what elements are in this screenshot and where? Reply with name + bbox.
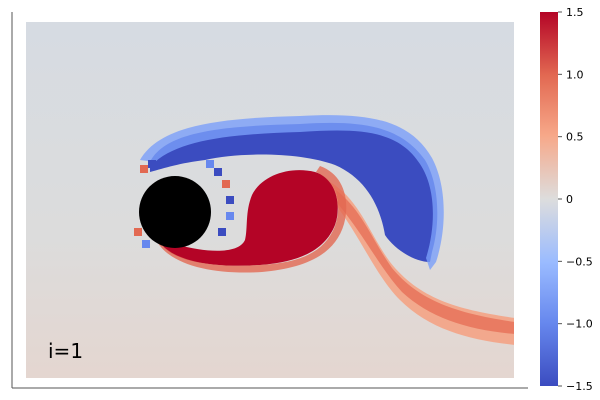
colorbar-ticks: −1.5 −1.0 −0.5 0 0.5 1.0 1.5: [558, 6, 593, 393]
lower-shear-halo: [155, 166, 347, 273]
trailing-sheet-core: [336, 190, 514, 334]
plot-axes: [11, 12, 528, 389]
upper-shear-layer: [150, 122, 438, 262]
lower-shear-layer: [162, 170, 338, 266]
heatmap-field: [26, 22, 514, 378]
near-cylinder-artifacts: [134, 160, 234, 248]
colorbar-tick-label: −1.5: [566, 380, 593, 393]
colorbar-gradient: [540, 12, 558, 386]
colorbar-tick-label: 0.5: [566, 131, 584, 144]
iteration-annotation: i=1: [48, 339, 83, 363]
colorbar-tick-label: −0.5: [566, 255, 593, 268]
cylinder-obstacle: [139, 176, 211, 248]
colorbar-tick-label: 1.5: [566, 6, 584, 19]
colorbar-tick-label: 0: [566, 193, 573, 206]
colorbar: −1.5 −1.0 −0.5 0 0.5 1.0 1.5: [540, 6, 593, 393]
colorbar-tick-label: −1.0: [566, 318, 593, 331]
colorbar-tick-label: 1.0: [566, 68, 584, 81]
